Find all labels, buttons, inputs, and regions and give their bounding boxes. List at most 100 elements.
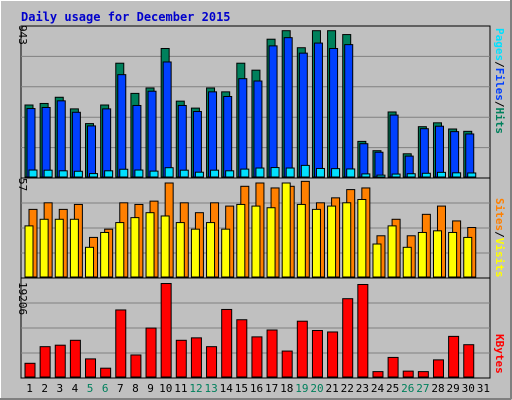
pages-bar bbox=[134, 169, 144, 178]
day-label: 20 bbox=[310, 382, 323, 395]
pages-bar bbox=[179, 169, 189, 178]
files-bar bbox=[253, 80, 263, 178]
pages-bar bbox=[346, 168, 356, 178]
files-bar bbox=[56, 100, 66, 178]
kbytes-bar bbox=[175, 339, 187, 378]
visits-bar bbox=[281, 182, 291, 278]
kbytes-bar bbox=[236, 319, 248, 378]
pages-bar bbox=[436, 171, 446, 178]
files-bar bbox=[238, 78, 248, 178]
pages-bar bbox=[149, 170, 159, 178]
day-label: 29 bbox=[447, 382, 460, 395]
kbytes-bar bbox=[311, 330, 323, 378]
day-label: 4 bbox=[72, 382, 79, 395]
visits-bar bbox=[251, 205, 261, 278]
day-label: 27 bbox=[416, 382, 429, 395]
files-bar bbox=[283, 37, 293, 178]
visits-bar bbox=[145, 212, 155, 278]
visits-bar bbox=[236, 203, 246, 278]
day-label: 26 bbox=[401, 382, 414, 395]
visits-bar bbox=[54, 218, 64, 278]
day-label: 25 bbox=[386, 382, 399, 395]
kbytes-bar bbox=[145, 327, 157, 378]
files-bar bbox=[419, 128, 429, 178]
visits-bar bbox=[130, 217, 140, 278]
kbytes-bar bbox=[327, 331, 339, 378]
pages-bar bbox=[255, 167, 265, 178]
kbytes-bar bbox=[342, 298, 354, 378]
visits-bar bbox=[448, 231, 458, 278]
legend-sites-visits: Sites/Visits bbox=[493, 198, 506, 278]
hits-scale-max-label: 943 bbox=[16, 25, 29, 45]
kbytes-bar bbox=[357, 283, 369, 378]
pages-bar bbox=[270, 167, 280, 178]
visits-bar bbox=[221, 228, 231, 278]
pages-bar bbox=[28, 169, 38, 178]
kbytes-bar bbox=[24, 362, 36, 378]
kbytes-bar bbox=[448, 335, 460, 378]
kbytes-bar bbox=[402, 370, 414, 378]
day-label: 1 bbox=[26, 382, 33, 395]
files-bar bbox=[359, 143, 369, 178]
pages-bar bbox=[89, 173, 99, 178]
day-label: 22 bbox=[341, 382, 354, 395]
visits-bar bbox=[85, 246, 95, 278]
day-label: 24 bbox=[371, 382, 385, 395]
legend-sites: Sites bbox=[493, 198, 506, 231]
visits-scale-max-label: 57 bbox=[16, 178, 29, 191]
legend-files: Files bbox=[493, 68, 506, 101]
pages-bar bbox=[406, 173, 416, 178]
chart-panels bbox=[20, 25, 491, 379]
kbytes-bar bbox=[372, 371, 384, 378]
day-label: 14 bbox=[220, 382, 234, 395]
day-label: 11 bbox=[174, 382, 187, 395]
visits-bar bbox=[296, 203, 306, 278]
pages-bar bbox=[225, 170, 235, 178]
pages-bar bbox=[376, 174, 386, 178]
day-label: 7 bbox=[117, 382, 124, 395]
day-labels: 1 2 3 4 5 6 7 8 9 10 11 12 13 14 15 16 17 18 19 20 21 22 23 24 2… bbox=[26, 382, 490, 395]
visits-bar bbox=[100, 231, 110, 278]
files-bar bbox=[147, 90, 157, 178]
files-bar bbox=[117, 74, 127, 178]
visits-bar bbox=[24, 225, 34, 278]
files-bar bbox=[389, 114, 399, 178]
pages-bar bbox=[164, 167, 174, 178]
day-label: 19 bbox=[295, 382, 308, 395]
day-label: 17 bbox=[265, 382, 278, 395]
pages-bar bbox=[391, 173, 401, 178]
files-bar bbox=[434, 125, 444, 178]
day-label: 21 bbox=[326, 382, 339, 395]
pages-bar bbox=[285, 167, 295, 178]
visits-bar bbox=[311, 208, 321, 278]
kbytes-bar bbox=[190, 337, 202, 378]
visits-bar bbox=[266, 207, 276, 278]
files-bar bbox=[298, 52, 308, 178]
day-label: 18 bbox=[280, 382, 293, 395]
visits-bar bbox=[160, 215, 170, 278]
legend-separator: / bbox=[493, 101, 506, 108]
kbytes-bar bbox=[221, 308, 233, 378]
files-bar bbox=[41, 106, 51, 178]
legend-pages: Pages bbox=[493, 28, 506, 61]
day-label: 3 bbox=[57, 382, 64, 395]
day-label: 9 bbox=[147, 382, 154, 395]
visits-bar bbox=[342, 202, 352, 278]
visits-bar bbox=[387, 225, 397, 278]
pages-bar bbox=[467, 172, 477, 178]
kbytes-bar bbox=[417, 371, 429, 378]
files-bar bbox=[329, 47, 339, 178]
kbytes-bar bbox=[463, 344, 475, 378]
pages-bar bbox=[421, 172, 431, 178]
pages-bar bbox=[210, 169, 220, 178]
day-label: 13 bbox=[204, 382, 217, 395]
visits-bar bbox=[206, 222, 216, 278]
day-label: 30 bbox=[462, 382, 475, 395]
kbytes-bar bbox=[266, 329, 278, 378]
legend-separator: / bbox=[493, 231, 506, 238]
files-bar bbox=[374, 151, 384, 178]
legend-visits: Visits bbox=[493, 238, 506, 278]
visits-bar bbox=[402, 246, 412, 278]
visits-bar bbox=[417, 231, 427, 278]
